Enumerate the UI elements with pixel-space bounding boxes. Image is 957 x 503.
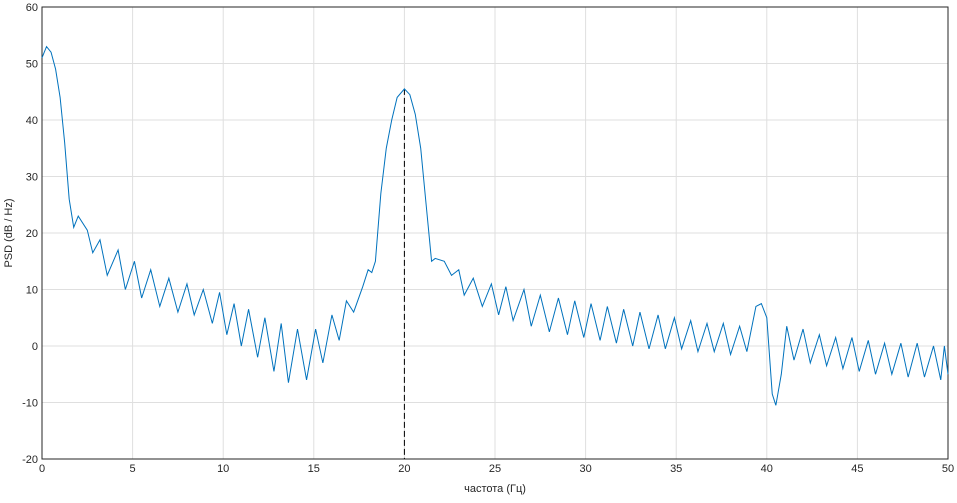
- x-tick-label: 5: [130, 463, 136, 475]
- data-line: [41, 45, 949, 406]
- y-tick-label: 50: [26, 59, 38, 71]
- x-tick-label: 0: [39, 463, 45, 475]
- y-tick-label: 40: [26, 115, 38, 127]
- x-tick-label: 25: [489, 463, 501, 475]
- x-tick-label: 45: [851, 463, 863, 475]
- x-tick-label: 10: [217, 463, 229, 475]
- x-tick-label: 50: [942, 463, 954, 475]
- y-tick-label: -10: [22, 398, 38, 410]
- y-tick-label: -20: [22, 454, 38, 466]
- axes-box: [41, 6, 949, 460]
- y-tick-label: 20: [26, 228, 38, 240]
- y-axis-label: PSD (dB / Hz): [3, 198, 15, 267]
- y-tick-label: 10: [26, 285, 38, 297]
- x-tick-label: 20: [398, 463, 410, 475]
- x-tick-label: 15: [308, 463, 320, 475]
- y-tick-label: 60: [26, 2, 38, 14]
- x-tick-label: 35: [670, 463, 682, 475]
- y-tick-label: 0: [32, 341, 38, 353]
- x-tick-label: 40: [761, 463, 773, 475]
- y-tick-label: 30: [26, 172, 38, 184]
- x-tick-label: 30: [579, 463, 591, 475]
- x-axis-label: частота (Гц): [464, 483, 526, 495]
